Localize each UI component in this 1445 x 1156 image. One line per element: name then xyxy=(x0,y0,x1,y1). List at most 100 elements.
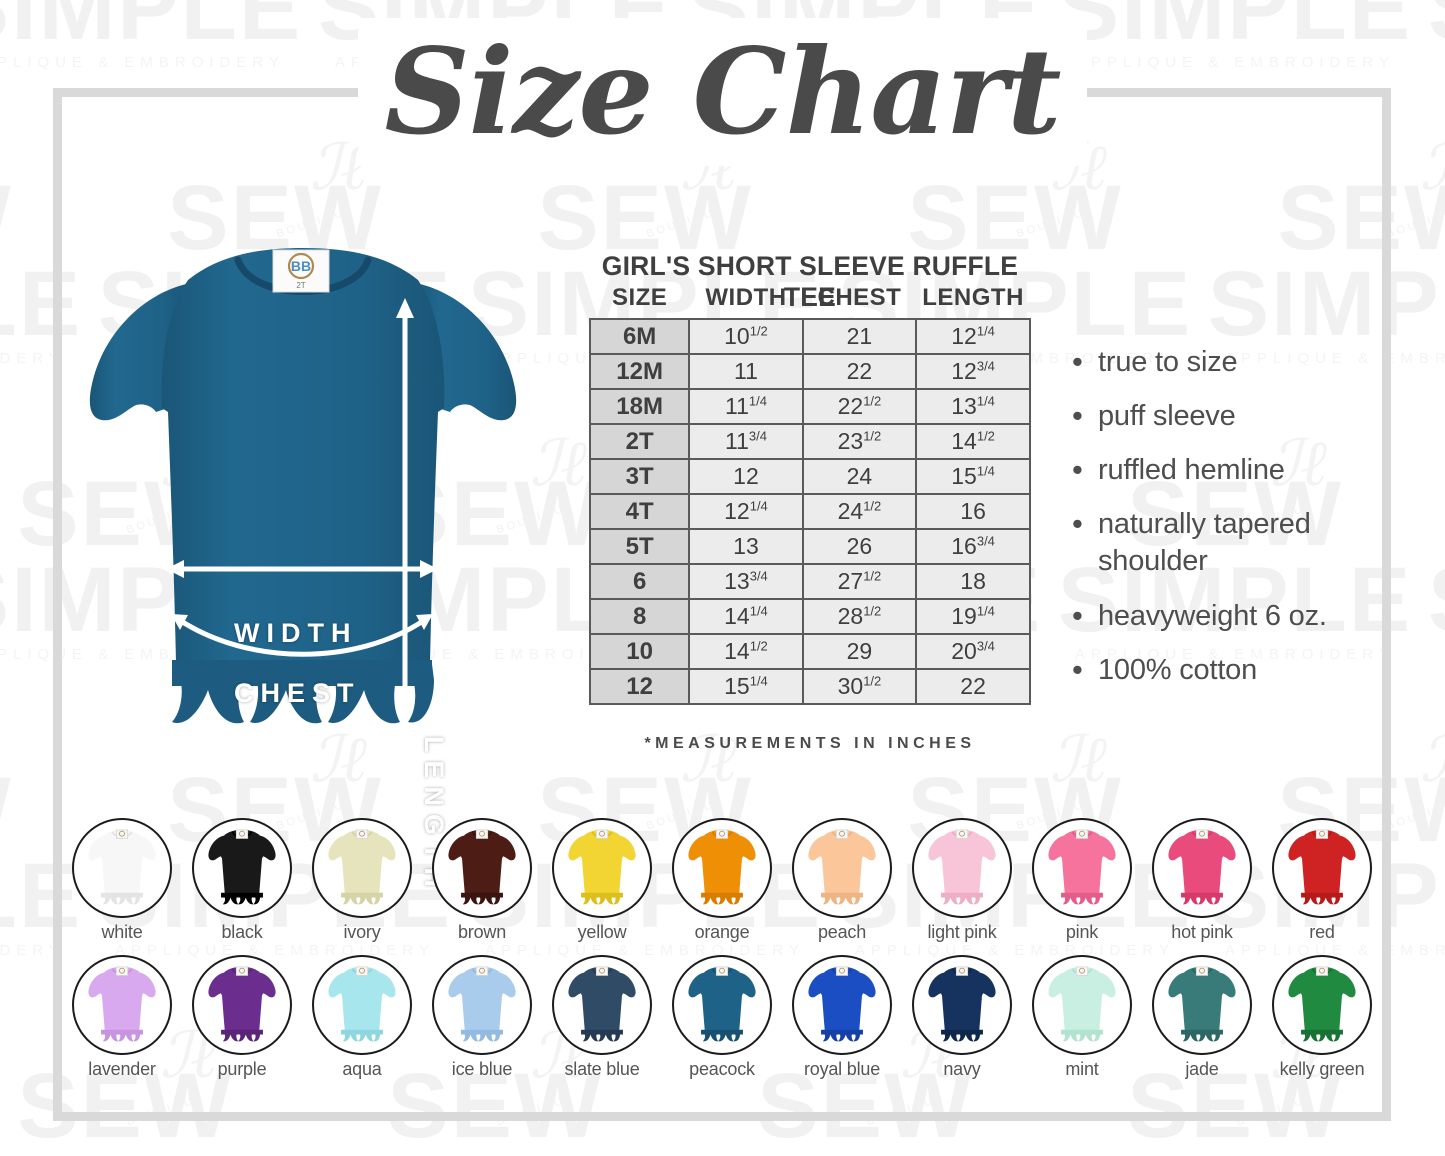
shirt-thumbnail-icon xyxy=(192,818,292,918)
color-swatch[interactable]: orange xyxy=(662,818,782,943)
color-swatch[interactable]: white xyxy=(62,818,182,943)
cell-length: 131/4 xyxy=(915,388,1031,425)
cell-chest: 241/2 xyxy=(801,493,918,530)
color-swatch-label: peach xyxy=(817,922,867,942)
cell-chest: 24 xyxy=(801,458,918,495)
color-swatch[interactable]: red xyxy=(1262,818,1382,943)
cell-length-fraction: 3/4 xyxy=(976,358,995,374)
cell-width-value: 11 xyxy=(724,428,749,454)
size-table: SIZE WIDTH CHEST LENGTH 6M 101/2 21 121/4 12… xyxy=(588,282,1031,705)
color-swatch[interactable]: brown xyxy=(422,818,542,943)
cell-length: 121/4 xyxy=(915,318,1031,355)
shirt-thumbnail-icon xyxy=(1152,955,1252,1055)
color-swatch-label: ivory xyxy=(343,922,381,942)
cell-width: 101/2 xyxy=(688,318,804,355)
cell-chest-value: 24 xyxy=(837,498,864,524)
cell-width-fraction: 1/4 xyxy=(749,603,768,619)
brand-tag: BB 2T xyxy=(272,249,330,293)
shirt-thumbnail-icon xyxy=(912,818,1012,918)
cell-chest-fraction: 1/2 xyxy=(863,498,882,514)
color-swatch[interactable]: jade xyxy=(1142,955,1262,1080)
cell-chest-value: 22 xyxy=(837,393,864,419)
cell-size: 8 xyxy=(588,598,691,635)
page-title: Size Chart xyxy=(358,18,1087,166)
color-swatch-label: slate blue xyxy=(564,1059,640,1079)
cell-length: 151/4 xyxy=(915,458,1031,495)
svg-text:2T: 2T xyxy=(296,281,305,290)
color-swatch[interactable]: ice blue xyxy=(422,955,542,1080)
shirt-thumbnail-icon xyxy=(192,955,292,1055)
cell-length-value: 22 xyxy=(960,673,986,699)
feature-item: heavyweight 6 oz. xyxy=(1072,596,1382,636)
shirt-thumbnail-icon xyxy=(1032,955,1132,1055)
shirt-thumbnail-icon xyxy=(912,955,1012,1055)
cell-chest-value: 21 xyxy=(846,323,873,349)
cell-width-fraction: 3/4 xyxy=(748,428,767,444)
color-swatch-label: ice blue xyxy=(451,1059,513,1079)
cell-width-value: 11 xyxy=(734,358,758,384)
feature-item: ruffled hemline xyxy=(1072,450,1382,490)
table-row: 5T 13 26 163/4 xyxy=(588,528,1031,565)
color-swatch[interactable]: hot pink xyxy=(1142,818,1262,943)
cell-size: 6M xyxy=(588,318,691,355)
color-swatch-label: jade xyxy=(1185,1059,1219,1079)
color-swatch-label: purple xyxy=(217,1059,267,1079)
cell-width-fraction: 3/4 xyxy=(749,568,768,584)
cell-width: 12 xyxy=(688,458,804,495)
feature-list: true to size puff sleeve ruffled hemline na… xyxy=(1072,342,1382,706)
cell-width-value: 14 xyxy=(724,638,750,664)
cell-width: 151/4 xyxy=(688,668,804,705)
cell-length-value: 20 xyxy=(951,638,977,664)
cell-length-value: 18 xyxy=(960,568,986,594)
cell-length-value: 12 xyxy=(951,358,977,384)
shirt-thumbnail-icon xyxy=(432,955,532,1055)
table-row: 12 151/4 301/2 22 xyxy=(588,668,1031,705)
color-swatch-label: kelly green xyxy=(1279,1059,1365,1079)
color-swatch[interactable]: navy xyxy=(902,955,1022,1080)
color-swatch[interactable]: royal blue xyxy=(782,955,902,1080)
color-swatch[interactable]: light pink xyxy=(902,818,1022,943)
color-swatch[interactable]: purple xyxy=(182,955,302,1080)
width-label: WIDTH xyxy=(234,618,358,648)
cell-length-fraction: 1/4 xyxy=(976,463,995,479)
color-swatch[interactable]: ivory xyxy=(302,818,422,943)
shirt-thumbnail-icon xyxy=(1272,955,1372,1055)
cell-length: 16 xyxy=(915,493,1031,530)
color-swatch[interactable]: black xyxy=(182,818,302,943)
color-swatch[interactable]: lavender xyxy=(62,955,182,1080)
column-header-length: LENGTH xyxy=(922,284,1024,311)
color-swatch[interactable]: kelly green xyxy=(1262,955,1382,1080)
cell-width-fraction: 1/4 xyxy=(748,393,767,409)
cell-chest: 22 xyxy=(801,353,918,390)
cell-width-value: 14 xyxy=(724,603,750,629)
color-swatch[interactable]: slate blue xyxy=(542,955,662,1080)
color-swatch[interactable]: peacock xyxy=(662,955,782,1080)
cell-length-fraction: 1/4 xyxy=(976,323,995,339)
cell-length-fraction: 1/4 xyxy=(976,393,995,409)
cell-size: 12M xyxy=(588,353,691,390)
cell-width: 141/2 xyxy=(688,633,804,670)
cell-width: 13 xyxy=(688,528,804,565)
cell-length: 203/4 xyxy=(915,633,1031,670)
color-swatch-label: red xyxy=(1309,922,1335,942)
cell-width-value: 13 xyxy=(724,568,750,594)
color-swatch[interactable]: peach xyxy=(782,818,902,943)
cell-width-value: 11 xyxy=(724,393,749,419)
cell-chest: 221/2 xyxy=(801,388,918,425)
cell-length-value: 16 xyxy=(951,533,977,559)
cell-chest-value: 22 xyxy=(846,358,873,384)
cell-width-value: 12 xyxy=(733,463,759,489)
cell-width-fraction: 1/4 xyxy=(749,498,768,514)
color-swatch[interactable]: pink xyxy=(1022,818,1142,943)
color-swatch[interactable]: yellow xyxy=(542,818,662,943)
color-swatch[interactable]: mint xyxy=(1022,955,1142,1080)
chest-label: CHEST xyxy=(234,678,361,708)
color-swatch[interactable]: aqua xyxy=(302,955,422,1080)
cell-chest-value: 27 xyxy=(837,568,864,594)
cell-width: 141/4 xyxy=(688,598,804,635)
feature-item: true to size xyxy=(1072,342,1382,382)
column-header-chest: CHEST xyxy=(817,284,902,311)
cell-chest-value: 30 xyxy=(837,673,864,699)
cell-length: 22 xyxy=(915,668,1031,705)
cell-length: 163/4 xyxy=(915,528,1031,565)
